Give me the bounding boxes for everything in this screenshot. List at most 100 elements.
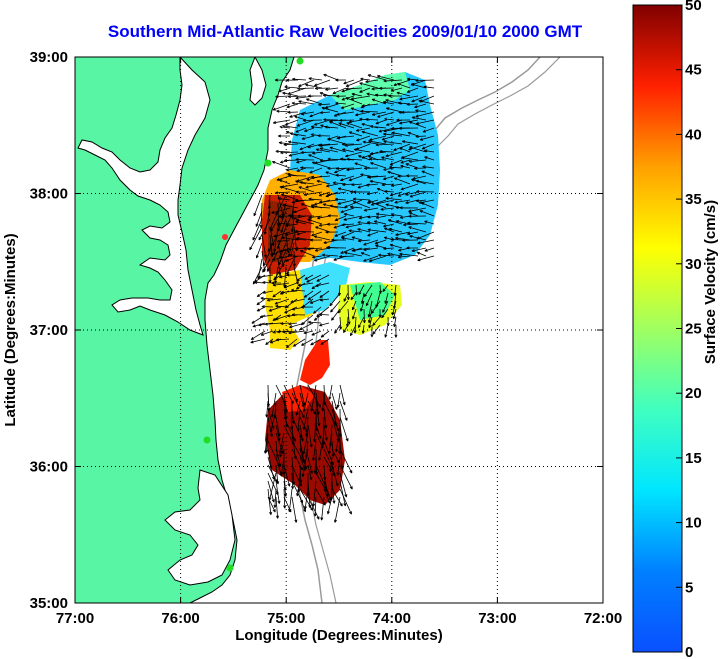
velocity-arrow — [408, 214, 427, 218]
velocity-arrow — [408, 211, 419, 217]
velocity-arrow — [422, 165, 435, 169]
velocity-arrow — [265, 338, 274, 346]
velocity-arrow — [334, 215, 347, 221]
velocity-arrow — [250, 330, 266, 340]
velocity-arrow — [300, 150, 315, 155]
velocity-arrow — [313, 199, 331, 206]
velocity-arrow — [307, 290, 322, 301]
velocity-arrow — [345, 97, 363, 105]
velocity-arrow — [422, 127, 435, 133]
velocity-arrow — [350, 107, 363, 113]
velocity-arrow — [384, 324, 389, 338]
velocity-arrow — [339, 400, 348, 421]
velocity-arrow — [424, 247, 435, 252]
velocity-arrow — [293, 266, 299, 285]
velocity-arrow — [292, 250, 296, 267]
velocity-arrow — [295, 157, 315, 162]
velocity-arrow — [305, 183, 323, 189]
velocity-arrow — [424, 220, 435, 225]
station-marker — [203, 436, 211, 444]
velocity-arrow — [308, 215, 323, 219]
velocity-arrow — [288, 330, 306, 335]
velocity-arrow — [418, 99, 435, 105]
velocity-arrow — [264, 432, 269, 453]
velocity-arrow — [371, 98, 387, 105]
velocity-arrow — [406, 87, 419, 93]
velocity-arrow — [385, 196, 403, 201]
velocity-arrow — [390, 237, 403, 242]
velocity-arrow — [304, 274, 314, 280]
velocity-arrow — [414, 166, 427, 170]
velocity-arrow — [308, 154, 323, 161]
colorbar-tick-label: 15 — [685, 450, 702, 467]
velocity-arrow — [342, 183, 355, 187]
velocity-arrow — [319, 322, 330, 327]
velocity-arrow — [331, 488, 343, 507]
velocity-arrow — [335, 101, 347, 105]
velocity-arrow — [300, 314, 314, 326]
velocity-arrow — [260, 330, 274, 336]
velocity-arrow — [282, 124, 299, 129]
velocity-arrow — [310, 125, 323, 129]
velocity-arrow — [313, 496, 317, 517]
velocity-arrow — [411, 95, 427, 103]
velocity-arrow — [287, 95, 307, 99]
velocity-arrow — [309, 298, 322, 304]
velocity-arrow — [348, 229, 363, 233]
velocity-arrow — [381, 156, 395, 161]
station-marker — [296, 57, 304, 65]
velocity-arrow — [313, 119, 331, 126]
velocity-arrow — [273, 488, 277, 508]
velocity-arrow — [312, 480, 317, 507]
velocity-arrow — [417, 255, 435, 262]
y-tick-label: 36:00 — [30, 459, 68, 476]
velocity-arrow — [406, 102, 419, 106]
velocity-arrow — [288, 488, 293, 513]
velocity-arrow — [312, 151, 323, 155]
velocity-arrow — [343, 212, 355, 217]
velocity-arrow — [310, 338, 322, 346]
velocity-arrow — [415, 78, 435, 83]
velocity-arrow — [370, 162, 387, 169]
velocity-arrow — [314, 255, 331, 262]
velocity-arrow — [375, 143, 395, 147]
velocity-arrow — [319, 298, 330, 302]
velocity-arrow — [329, 204, 347, 209]
velocity-arrow — [345, 223, 363, 229]
velocity-arrow — [298, 186, 315, 193]
velocity-arrow — [400, 164, 411, 169]
velocity-arrow — [397, 191, 411, 197]
velocity-arrow — [399, 206, 419, 210]
velocity-arrow — [339, 488, 352, 515]
velocity-arrow — [410, 83, 427, 89]
velocity-arrow — [327, 214, 339, 218]
velocity-arrow — [421, 170, 435, 177]
velocity-arrow — [335, 424, 341, 453]
velocity-arrow — [340, 207, 355, 214]
velocity-arrow — [341, 223, 355, 227]
velocity-arrow — [383, 132, 403, 137]
velocity-arrow — [318, 103, 331, 107]
velocity-arrow — [365, 79, 379, 83]
velocity-arrow — [358, 155, 371, 161]
velocity-arrow — [387, 219, 403, 225]
velocity-arrow — [347, 308, 351, 325]
velocity-arrow — [295, 218, 315, 225]
velocity-arrow — [378, 253, 395, 257]
velocity-arrow — [334, 167, 347, 174]
velocity-arrow — [334, 197, 347, 201]
station-marker — [264, 159, 272, 167]
velocity-arrow — [323, 424, 328, 441]
velocity-arrow — [287, 87, 307, 95]
velocity-arrow — [286, 258, 295, 275]
velocity-arrow — [255, 242, 263, 259]
velocity-arrow — [338, 255, 355, 259]
velocity-arrow — [409, 191, 427, 198]
velocity-arrow — [312, 440, 317, 461]
velocity-arrow — [371, 111, 387, 116]
velocity-arrow — [309, 111, 323, 118]
velocity-arrow — [319, 111, 331, 115]
velocity-arrow — [296, 175, 315, 183]
velocity-arrow — [271, 207, 291, 214]
velocity-arrow — [385, 107, 403, 113]
